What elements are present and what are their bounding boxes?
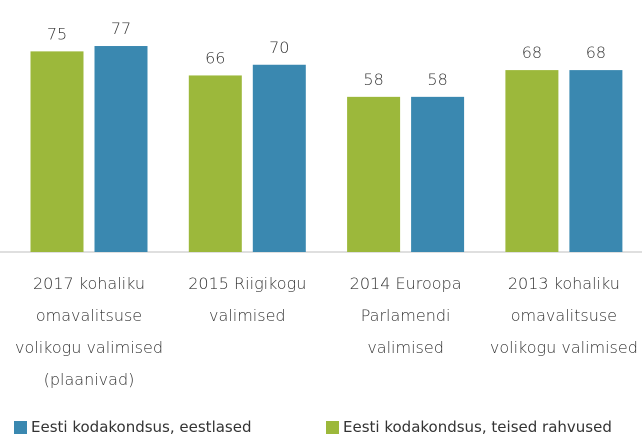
- x-tick-label: 2017 kohaliku omavalitsuse volikogu vali…: [15, 274, 163, 389]
- bar: [569, 70, 623, 252]
- value-label: 77: [111, 19, 131, 38]
- value-label: 70: [269, 38, 289, 57]
- legend-item: Eesti kodakondsus, eestlased: [14, 418, 252, 436]
- bar: [30, 51, 84, 252]
- x-tick-label: 2014 Euroopa Parlamendi valimised: [349, 274, 462, 357]
- value-label: 75: [47, 24, 67, 43]
- x-tick-label: 2013 kohaliku omavalitsuse volikogu vali…: [489, 274, 638, 357]
- bar: [94, 46, 148, 253]
- legend-swatch: [14, 420, 27, 434]
- bar: [252, 64, 306, 252]
- value-label: 58: [427, 70, 447, 89]
- value-label: 68: [586, 43, 606, 62]
- value-label: 58: [363, 70, 383, 89]
- legend-label: Eesti kodakondsus, teised rahvused: [343, 418, 612, 436]
- value-label: 66: [205, 48, 225, 67]
- legend-swatch: [326, 420, 339, 434]
- bar: [347, 96, 401, 252]
- value-label: 68: [522, 43, 542, 62]
- bar: [188, 75, 242, 252]
- legend-item: Eesti kodakondsus, teised rahvused: [326, 418, 612, 436]
- bar: [411, 96, 465, 252]
- legend-label: Eesti kodakondsus, eestlased: [31, 418, 252, 436]
- bar: [505, 70, 559, 252]
- x-tick-label: 2015 Riigikogu valimised: [188, 274, 307, 325]
